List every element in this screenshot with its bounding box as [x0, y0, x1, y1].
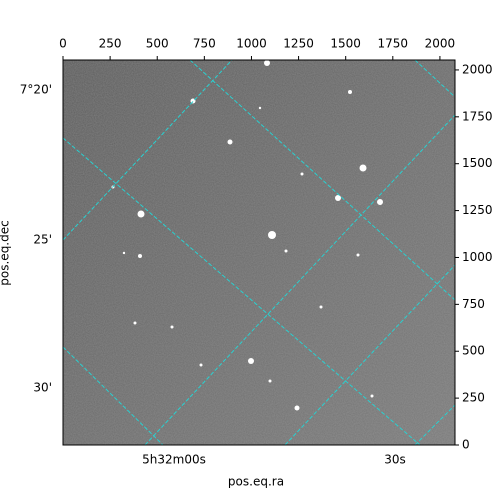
ra-label: 5h32m00s — [142, 453, 206, 467]
x-axis-label: pos.eq.ra — [228, 475, 284, 489]
ra-label: 30s — [384, 453, 406, 467]
wcs-grid — [63, 60, 455, 445]
dec-label: 30' — [33, 381, 52, 395]
x-tick-label: 250 — [99, 37, 122, 51]
y-tick-label: 1500 — [462, 156, 493, 170]
y-tick-label: 1750 — [462, 109, 493, 123]
x-tick-label: 0 — [59, 37, 67, 51]
y-tick-label: 1250 — [462, 203, 493, 217]
x-tick-label: 1500 — [330, 37, 361, 51]
x-tick-label: 1000 — [236, 37, 267, 51]
frame — [62, 59, 456, 446]
x-tick-label: 1750 — [378, 37, 409, 51]
x-tick-label: 2000 — [425, 37, 456, 51]
y-tick-label: 750 — [462, 297, 485, 311]
dec-label: 25' — [33, 233, 52, 247]
image — [63, 60, 455, 445]
x-tick-label: 750 — [193, 37, 216, 51]
y-axis-label: pos.eq.dec — [0, 220, 12, 285]
dec-label: 7°20' — [20, 83, 52, 97]
y-tick-label: 500 — [462, 344, 485, 358]
x-tick-label: 1250 — [283, 37, 314, 51]
y-tick-label: 0 — [462, 438, 470, 452]
stars — [111, 60, 383, 411]
y-tick-label: 1000 — [462, 250, 493, 264]
y-tick-label: 2000 — [462, 62, 493, 76]
x-tick-label: 500 — [146, 37, 169, 51]
y-tick-label: 250 — [462, 391, 485, 405]
